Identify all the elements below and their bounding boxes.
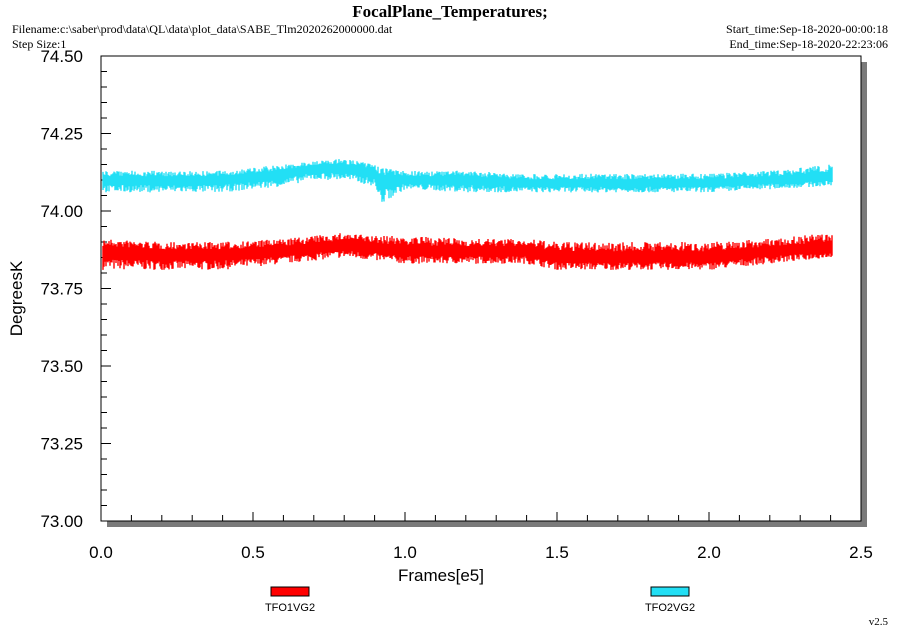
x-tick-label: 2.0 (697, 543, 721, 562)
filename-label: Filename:c:\saber\prod\data\QL\data\plot… (12, 22, 393, 36)
series-band (102, 233, 833, 270)
y-tick-label: 73.00 (40, 512, 83, 531)
legend-label: TFO2VG2 (645, 602, 695, 614)
end-time-label: End_time:Sep-18-2020-22:23:06 (729, 37, 888, 51)
x-tick-label: 0.0 (89, 543, 113, 562)
x-tick-label: 2.5 (849, 543, 873, 562)
series-TFO2VG2 (102, 159, 833, 202)
plot-area (100, 55, 862, 522)
x-tick-label: 0.5 (241, 543, 265, 562)
y-tick-label: 73.50 (40, 357, 83, 376)
legend-label: TFO1VG2 (265, 602, 315, 614)
series-band (102, 159, 833, 202)
y-tick-label: 73.75 (40, 280, 83, 299)
y-tick-label: 73.25 (40, 435, 83, 454)
start-time-label: Start_time:Sep-18-2020-00:00:18 (726, 22, 888, 36)
y-axis-label: DegreesK (7, 260, 26, 336)
x-axis-label: Frames[e5] (398, 566, 484, 585)
step-size-label: Step Size:1 (12, 37, 67, 51)
x-tick-label: 1.0 (393, 543, 417, 562)
y-tick-label: 74.00 (40, 202, 83, 221)
x-tick-label: 1.5 (545, 543, 569, 562)
y-tick-label: 74.50 (40, 47, 83, 66)
y-tick-label: 74.25 (40, 125, 83, 144)
version-label: v2.5 (868, 616, 888, 628)
chart-title: FocalPlane_Temperatures; (352, 2, 548, 21)
legend-swatch (650, 586, 690, 597)
legend-swatch (270, 586, 310, 597)
series-TFO1VG2 (102, 233, 833, 270)
